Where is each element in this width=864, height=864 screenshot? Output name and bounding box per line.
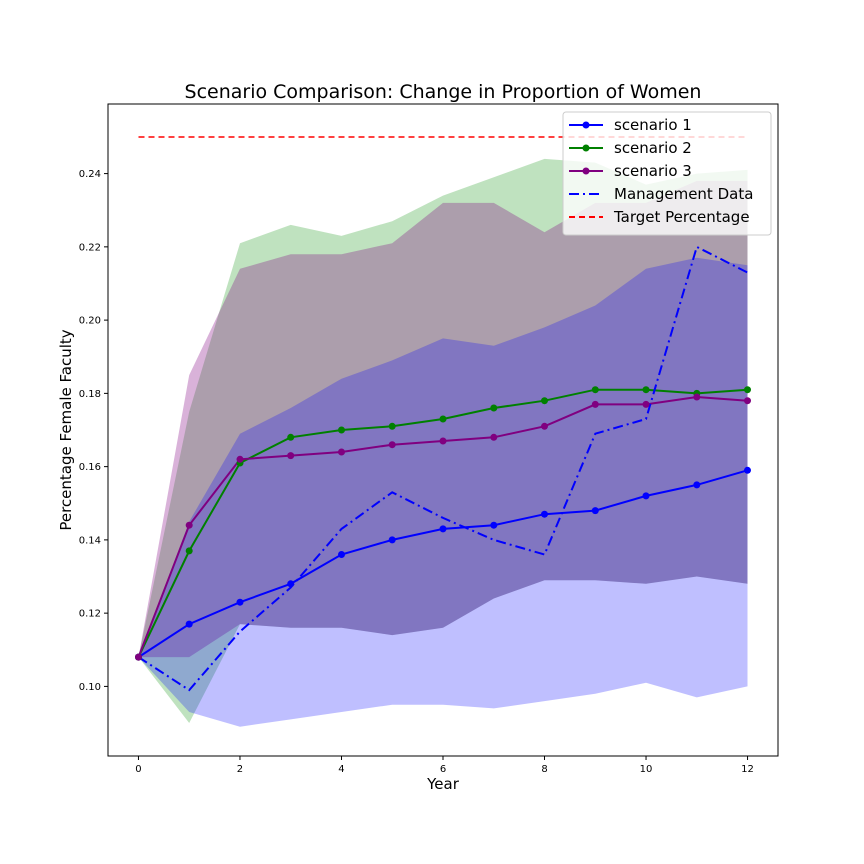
x-tick-label: 4	[338, 764, 344, 775]
x-tick-label: 10	[640, 764, 653, 775]
chart-title: Scenario Comparison: Change in Proportio…	[185, 81, 702, 103]
x-tick-label: 2	[237, 764, 243, 775]
x-axis-ticks: 0 2 4 6 8 10 12	[135, 756, 754, 775]
data-point-scenario-3	[744, 397, 751, 405]
data-point-scenario-3	[388, 441, 396, 449]
x-tick-label: 8	[541, 764, 547, 775]
x-axis-label: Year	[426, 775, 460, 793]
y-tick-label: 0.18	[79, 389, 101, 400]
legend-box	[562, 111, 772, 236]
data-point-scenario-1	[541, 510, 548, 518]
legend-label-management-data: Management Data	[614, 185, 753, 203]
y-tick-label: 0.14	[79, 535, 101, 546]
y-axis-ticks: 0.10 0.12 0.14 0.16 0.18 0.20 0.22 0.24	[79, 169, 108, 693]
data-point-scenario-1	[591, 507, 599, 515]
data-point-scenario-1	[388, 536, 396, 544]
data-point-scenario-2	[287, 433, 295, 441]
y-tick-label: 0.22	[79, 242, 101, 253]
legend-label-target-percentage: Target Percentage	[613, 208, 750, 226]
legend-label-scenario-3: scenario 3	[614, 162, 692, 180]
data-point-scenario-3	[185, 521, 193, 529]
data-point-scenario-2	[744, 386, 751, 394]
data-point-scenario-1	[338, 551, 345, 558]
data-point-scenario-2	[642, 386, 650, 394]
data-point-scenario-1	[693, 481, 701, 489]
band-3	[138, 257, 748, 727]
x-tick-label: 0	[135, 764, 141, 775]
y-tick-label: 0.10	[79, 682, 101, 693]
series-markers	[135, 386, 751, 661]
data-point-scenario-3	[642, 400, 650, 408]
data-point-scenario-3	[287, 452, 295, 460]
x-tick-label: 12	[741, 764, 754, 775]
legend: scenario 1 scenario 2 scenario 3 Management…	[562, 111, 772, 236]
data-point-scenario-3	[693, 393, 701, 401]
data-point-scenario-2	[439, 415, 447, 423]
legend-label-scenario-2: scenario 2	[614, 139, 692, 157]
data-point-scenario-1	[490, 521, 498, 529]
data-point-scenario-1	[185, 620, 193, 628]
data-point-scenario-3	[490, 433, 498, 441]
data-point-scenario-3	[541, 422, 548, 430]
data-point-scenario-3	[439, 437, 447, 445]
x-tick-label: 6	[440, 764, 446, 775]
data-point-scenario-2	[541, 397, 548, 405]
y-tick-label: 0.20	[79, 316, 101, 327]
data-point-scenario-2	[388, 422, 396, 430]
data-point-scenario-3	[135, 653, 142, 661]
series-line-management-data	[137, 245, 748, 692]
legend-marker-scenario-3	[582, 167, 590, 175]
y-tick-label: 0.16	[79, 462, 101, 473]
legend-label-scenario-1: scenario 1	[614, 116, 692, 134]
y-tick-label: 0.12	[79, 609, 101, 620]
data-point-scenario-2	[490, 404, 498, 412]
data-point-scenario-1	[236, 598, 244, 606]
data-point-scenario-2	[591, 386, 599, 394]
legend-marker-scenario-2	[582, 144, 590, 152]
data-point-scenario-1	[744, 466, 751, 474]
legend-marker-scenario-1	[582, 121, 590, 129]
data-point-scenario-2	[185, 547, 193, 555]
data-point-scenario-3	[338, 448, 345, 456]
data-point-scenario-3	[591, 400, 599, 408]
data-point-scenario-2	[338, 426, 345, 434]
data-point-scenario-3	[236, 455, 244, 463]
y-tick-label: 0.24	[79, 169, 101, 180]
data-point-scenario-1	[642, 492, 650, 500]
y-axis-label: Percentage Female Faculty	[57, 329, 75, 530]
data-point-scenario-1	[439, 525, 447, 533]
data-point-scenario-1	[287, 580, 295, 588]
